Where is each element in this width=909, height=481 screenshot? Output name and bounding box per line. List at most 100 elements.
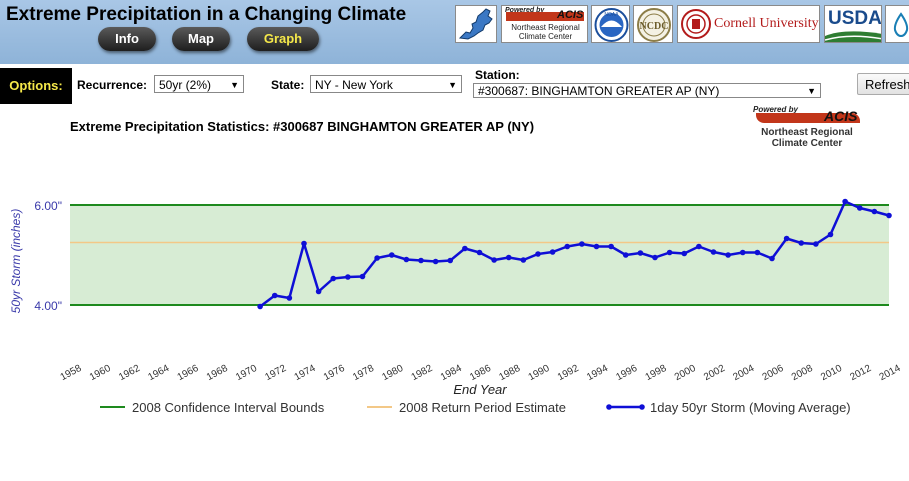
x-tick-label: 2010	[819, 363, 844, 383]
series-point	[798, 240, 805, 246]
site-title: Extreme Precipitation in a Changing Clim…	[6, 4, 407, 25]
series-point	[564, 243, 571, 250]
x-tick-label: 1964	[146, 363, 171, 383]
recurrence-value: 50yr (2%)	[159, 78, 212, 92]
series-point	[622, 252, 629, 258]
series-point	[827, 231, 834, 238]
nav-graph-button[interactable]: Graph	[247, 27, 319, 51]
y-tick-label: 6.00"	[34, 199, 62, 213]
options-bar: Options: Recurrence: 50yr (2%) ▼ State: …	[0, 64, 909, 104]
recurrence-label: Recurrence:	[77, 78, 148, 92]
x-tick-label: 1966	[176, 363, 201, 383]
legend-swatch-series-point	[639, 404, 645, 410]
ncdc-logo[interactable]: NCDC	[633, 5, 673, 43]
chevron-down-icon: ▼	[807, 86, 816, 96]
series-point	[886, 212, 892, 219]
series-point	[856, 205, 863, 211]
series-point	[315, 288, 322, 295]
water-drop-logo[interactable]	[885, 5, 909, 43]
series-point	[403, 256, 410, 263]
series-point	[257, 303, 263, 310]
acis-swoosh	[506, 12, 584, 21]
refresh-button[interactable]: Refresh	[857, 73, 909, 95]
y-axis-label: 50yr Storm (inches)	[9, 209, 23, 314]
series-point	[637, 250, 644, 256]
series-point	[725, 252, 731, 258]
acis-powered-by: Powered by	[505, 7, 545, 14]
noaa-logo[interactable]: NOAA	[591, 5, 630, 43]
x-tick-label: 2012	[848, 363, 873, 383]
x-tick-label: 1960	[88, 363, 113, 383]
x-axis-label: End Year	[453, 382, 507, 397]
chevron-down-icon: ▼	[230, 80, 239, 90]
series-point	[549, 249, 556, 255]
x-tick-label: 2002	[702, 363, 727, 383]
legend-label: 2008 Confidence Interval Bounds	[132, 400, 325, 415]
series-point	[286, 295, 293, 301]
x-tick-label: 1998	[644, 363, 669, 383]
x-tick-label: 1976	[322, 363, 347, 383]
station-select[interactable]: #300687: BINGHAMTON GREATER AP (NY) ▼	[473, 83, 821, 98]
x-tick-label: 1974	[293, 363, 318, 383]
series-point	[491, 257, 497, 263]
usda-logo[interactable]: USDA	[824, 5, 882, 43]
x-tick-label: 1962	[117, 363, 142, 383]
legend-swatch-series-point	[606, 404, 612, 410]
noaa-label: NOAA	[604, 12, 619, 18]
northeast-map-icon	[458, 8, 493, 40]
acis-badge-powered-by: Powered by	[753, 105, 798, 114]
series-point	[754, 249, 761, 256]
acis-logo[interactable]: Powered by ACIS Northeast Regional Clima…	[501, 5, 588, 43]
legend-label: 2008 Return Period Estimate	[399, 400, 566, 415]
acis-badge-name: ACIS	[824, 108, 858, 124]
state-select[interactable]: NY - New York ▼	[310, 75, 462, 93]
x-tick-label: 1988	[497, 363, 522, 383]
acis-badge-swoosh	[756, 113, 860, 123]
acis-badge-org-line2: Climate Center	[771, 138, 843, 149]
nav-info-button[interactable]: Info	[98, 27, 156, 51]
series-point	[345, 274, 351, 280]
station-label: Station:	[475, 68, 520, 82]
state-value: NY - New York	[315, 78, 393, 92]
series-point	[652, 254, 658, 261]
series-point	[359, 273, 366, 280]
series-point	[447, 257, 454, 264]
acis-badge-logo: Powered by ACIS Northeast Regional Clima…	[748, 104, 868, 152]
acis-badge-org-line1: Northeast Regional	[761, 127, 853, 138]
series-point	[593, 243, 600, 250]
series-point	[710, 249, 717, 255]
series-point	[388, 252, 395, 258]
series-point	[783, 235, 790, 242]
series-point	[432, 258, 439, 265]
x-tick-label: 2006	[761, 363, 786, 383]
series-point	[462, 245, 468, 252]
x-tick-label: 2000	[673, 363, 698, 383]
series-point	[330, 275, 337, 282]
acis-org-line2: Climate Center	[518, 32, 573, 41]
x-tick-label: 1996	[614, 363, 639, 383]
acis-org-line1: Northeast Regional	[511, 23, 580, 32]
series-point	[842, 198, 848, 205]
nav-map-button[interactable]: Map	[172, 27, 230, 51]
chevron-down-icon: ▼	[448, 80, 457, 90]
x-tick-label: 1992	[556, 363, 581, 383]
x-tick-label: 1984	[439, 363, 464, 383]
series-point	[374, 255, 380, 261]
recurrence-select[interactable]: 50yr (2%) ▼	[154, 75, 244, 93]
x-tick-label: 1978	[351, 363, 376, 383]
x-tick-label: 1986	[468, 363, 493, 383]
series-point	[476, 249, 483, 256]
x-tick-label: 1970	[234, 363, 259, 383]
northeast-map-logo[interactable]	[455, 5, 497, 43]
options-label: Options:	[0, 68, 72, 104]
state-label: State:	[271, 78, 305, 92]
cornell-seal-icon	[681, 9, 711, 39]
x-tick-label: 2014	[878, 363, 903, 383]
series-point	[301, 240, 307, 247]
series-line	[259, 200, 890, 308]
legend-label: 1day 50yr Storm (Moving Average)	[650, 400, 851, 415]
x-tick-label: 1990	[527, 363, 552, 383]
cornell-logo[interactable]: Cornell University	[677, 5, 820, 43]
x-tick-label: 2008	[790, 363, 815, 383]
water-drop-icon	[893, 12, 909, 38]
